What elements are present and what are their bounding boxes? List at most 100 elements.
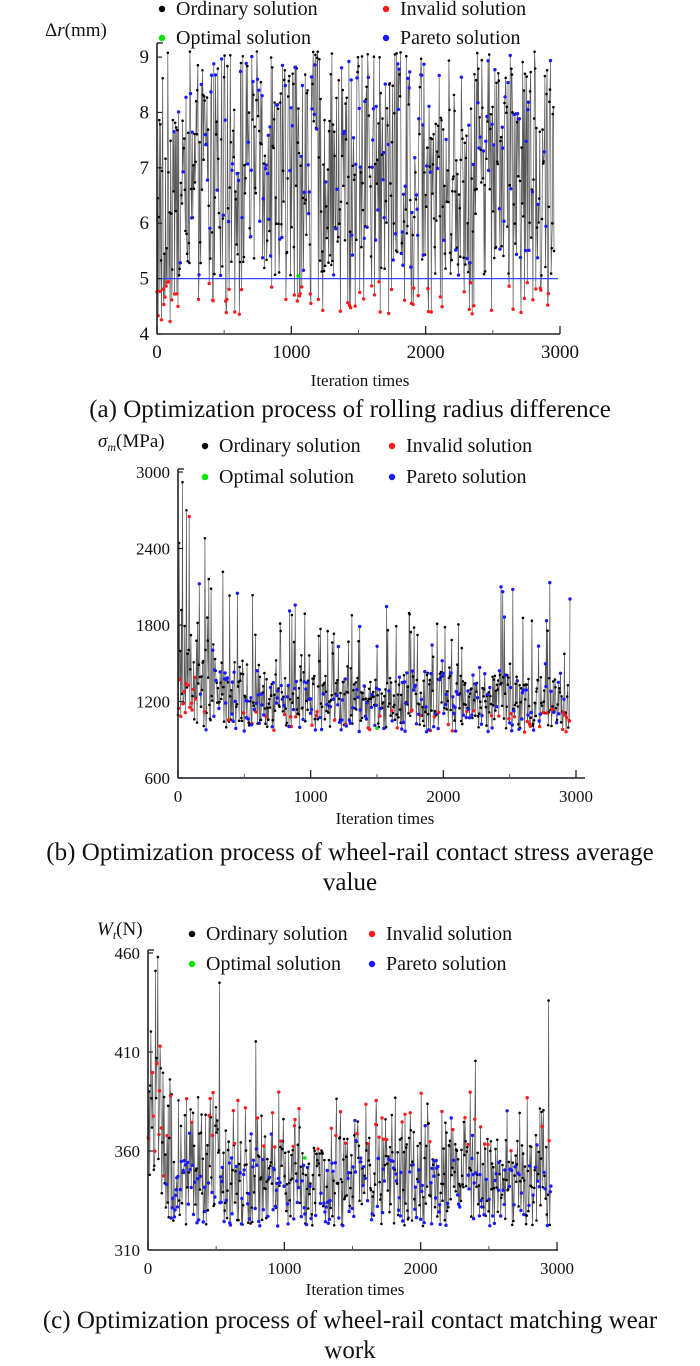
pareto-point <box>421 123 425 127</box>
ordinary-point <box>160 169 164 173</box>
ordinary-point <box>331 259 334 263</box>
ordinary-point <box>210 1176 213 1179</box>
ordinary-point <box>550 724 553 728</box>
pareto-point <box>308 711 313 715</box>
pareto-point <box>319 727 324 732</box>
ordinary-point <box>408 613 411 616</box>
invalid-point <box>353 304 357 308</box>
plot-area <box>146 955 553 1228</box>
ordinary-point <box>461 1183 465 1186</box>
ordinary-point <box>415 678 419 682</box>
invalid-point <box>178 677 182 682</box>
pareto-point <box>318 715 322 720</box>
pareto-point <box>472 1181 476 1185</box>
ordinary-point <box>347 640 350 643</box>
ordinary-point <box>436 1215 439 1218</box>
y-tick-label: 310 <box>115 1241 141 1260</box>
ordinary-point <box>331 1214 334 1218</box>
ordinary-point <box>518 684 521 687</box>
legend-item: Invalid solution <box>382 0 526 20</box>
ordinary-point <box>491 675 494 679</box>
ordinary-point <box>518 1111 521 1115</box>
ordinary-point <box>460 1174 464 1177</box>
pareto-point <box>337 1216 341 1220</box>
ordinary-point <box>420 258 424 261</box>
pareto-point <box>451 1158 456 1163</box>
invalid-point <box>196 297 201 301</box>
pareto-point <box>301 1163 306 1168</box>
ordinary-point <box>414 171 417 174</box>
ordinary-point <box>359 171 363 174</box>
pareto-point <box>350 233 354 237</box>
pareto-point <box>218 273 223 278</box>
ordinary-point <box>392 222 396 225</box>
ordinary-point <box>235 705 238 709</box>
ordinary-point <box>319 210 323 213</box>
ordinary-point <box>234 1169 237 1173</box>
ordinary-point <box>296 696 300 700</box>
pareto-point <box>170 1206 174 1210</box>
ordinary-point <box>319 702 323 705</box>
ordinary-point <box>268 697 271 701</box>
ordinary-point <box>429 1194 432 1198</box>
invalid-point <box>270 285 274 289</box>
ordinary-point <box>180 1201 184 1205</box>
ordinary-point <box>407 712 410 715</box>
ordinary-point <box>387 705 390 708</box>
ordinary-point <box>523 698 527 701</box>
ordinary-point <box>250 1206 253 1209</box>
ordinary-point <box>278 622 282 625</box>
pareto-point <box>363 714 367 718</box>
invalid-point <box>380 1116 384 1120</box>
pareto-point <box>391 1166 396 1170</box>
ordinary-point <box>450 1173 454 1177</box>
ordinary-point <box>294 1162 297 1165</box>
ordinary-point <box>459 674 463 678</box>
ordinary-point <box>422 724 426 728</box>
pareto-point <box>410 210 414 215</box>
pareto-point <box>268 254 273 258</box>
ordinary-point <box>418 1142 422 1145</box>
ordinary-point <box>519 700 522 704</box>
ordinary-point <box>166 51 170 55</box>
pareto-point <box>498 247 502 251</box>
ordinary-point <box>495 1186 499 1189</box>
pareto-point <box>491 1214 495 1218</box>
ordinary-point <box>480 58 484 62</box>
ordinary-point <box>522 89 526 92</box>
invalid-point <box>227 287 231 291</box>
pareto-point <box>451 695 455 699</box>
ordinary-point <box>336 240 339 243</box>
ordinary-point <box>489 694 492 698</box>
ordinary-point <box>532 719 536 722</box>
pareto-point <box>361 1165 366 1169</box>
ordinary-point <box>552 249 556 253</box>
pareto-point <box>482 1213 486 1217</box>
caption-c-line1: (c) Optimization process of wheel-rail c… <box>42 1307 658 1334</box>
ordinary-point <box>540 1110 543 1114</box>
legend-marker <box>368 930 376 938</box>
pareto-point <box>340 718 344 722</box>
ordinary-point <box>377 122 380 125</box>
plot-area <box>176 480 574 779</box>
ordinary-point <box>437 1173 440 1177</box>
invalid-point <box>546 303 550 307</box>
pareto-point <box>370 1212 374 1216</box>
ordinary-point <box>430 137 434 141</box>
ordinary-point <box>531 722 535 726</box>
ordinary-point <box>328 254 332 257</box>
pareto-point <box>257 1219 261 1224</box>
ordinary-point <box>419 57 423 61</box>
pareto-point <box>349 78 353 82</box>
ordinary-point <box>269 694 273 697</box>
invalid-point <box>224 310 228 315</box>
ordinary-point <box>412 1130 416 1134</box>
ordinary-point <box>199 705 203 708</box>
pareto-point <box>471 162 475 167</box>
invalid-point <box>165 1134 169 1138</box>
pareto-point <box>381 178 385 182</box>
ordinary-point <box>150 1097 153 1100</box>
invalid-point <box>531 298 535 302</box>
pareto-point <box>387 689 391 693</box>
pareto-point <box>319 1191 323 1195</box>
